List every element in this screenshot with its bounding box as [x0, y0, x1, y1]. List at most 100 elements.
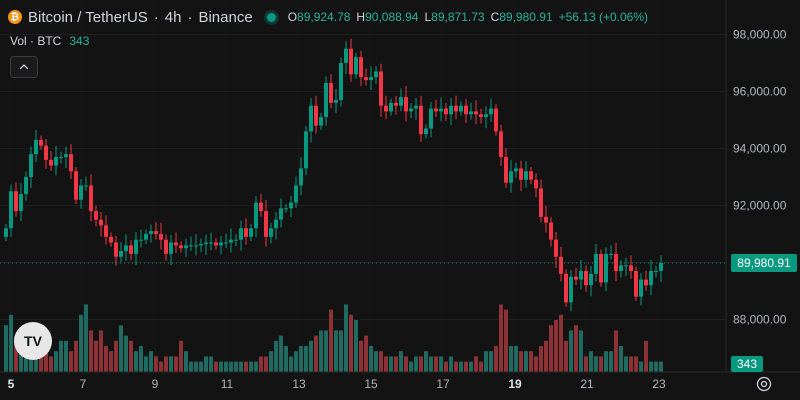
- candle-body: [299, 168, 303, 186]
- interval[interactable]: 4h: [164, 8, 182, 26]
- candle-body: [229, 239, 233, 243]
- candle-body: [209, 242, 213, 244]
- candle-body: [384, 105, 388, 112]
- volume-bar: [219, 361, 223, 372]
- candle-body: [89, 185, 93, 212]
- candle-body: [69, 154, 73, 172]
- volume-bar: [474, 356, 478, 372]
- volume-bar: [364, 335, 368, 372]
- candle-body: [649, 271, 653, 286]
- volume-bar: [464, 361, 468, 372]
- volume-bar: [14, 335, 18, 372]
- volume-legend[interactable]: Vol · BTC 343: [10, 34, 89, 48]
- candle-body: [569, 276, 573, 303]
- candle-body: [354, 57, 358, 75]
- candle-body: [319, 117, 323, 126]
- volume-bar: [394, 356, 398, 372]
- candle-body: [364, 77, 368, 81]
- candle-body: [499, 131, 503, 158]
- volume-bar: [84, 304, 88, 372]
- candle-body: [99, 219, 103, 226]
- volume-bar: [244, 361, 248, 372]
- candle-body: [204, 242, 208, 244]
- candle-body: [444, 108, 448, 115]
- volume-bar: [264, 356, 268, 372]
- open-value: 89,924.78: [297, 10, 351, 24]
- volume-bar: [314, 335, 318, 372]
- collapse-legend-button[interactable]: [10, 56, 38, 78]
- candle-body: [334, 100, 338, 103]
- candle-body: [14, 191, 18, 212]
- volume-bar: [329, 309, 333, 372]
- volume-bar: [199, 361, 203, 372]
- candle-body: [279, 208, 283, 220]
- candle-body: [584, 271, 588, 286]
- candle-body: [479, 114, 483, 118]
- candle-body: [29, 154, 33, 177]
- candle-body: [359, 57, 363, 78]
- volume-bar: [104, 346, 108, 372]
- volume-bar: [459, 361, 463, 372]
- candle-body: [214, 242, 218, 246]
- volume-bar: [379, 351, 383, 372]
- volume-bar: [119, 325, 123, 372]
- volume-bar: [74, 340, 78, 372]
- candle-body: [159, 233, 163, 240]
- volume-bar: [429, 356, 433, 372]
- time-tick-label: 15: [364, 377, 378, 391]
- candle-body: [64, 154, 68, 158]
- gear-icon[interactable]: [755, 375, 773, 393]
- candle-body: [464, 105, 468, 115]
- volume-bar: [384, 356, 388, 372]
- low-value: 89,871.73: [431, 10, 485, 24]
- candle-body: [119, 251, 123, 257]
- volume-bar: [49, 356, 53, 372]
- last-price-label: 89,980.91: [731, 254, 797, 272]
- tradingview-logo[interactable]: TV: [14, 322, 52, 360]
- volume-bar: [444, 361, 448, 372]
- price-axis: 88,000.0090,000.0092,000.0094,000.0096,0…: [733, 27, 787, 326]
- volume-bar: [614, 330, 618, 372]
- price-tick-label: 88,000.00: [733, 312, 787, 326]
- time-tick-label: 11: [221, 377, 234, 391]
- price-tick-label: 94,000.00: [733, 141, 787, 155]
- volume-bar: [154, 356, 158, 372]
- separator: ·: [187, 8, 193, 26]
- volume-bar: [194, 361, 198, 372]
- volume-bar: [69, 351, 73, 372]
- candle-body: [389, 102, 393, 112]
- candle-body: [599, 253, 603, 283]
- time-tick-label: 7: [80, 377, 87, 391]
- candle-body: [34, 139, 38, 155]
- volume-bar: [509, 346, 513, 372]
- volume-bar: [259, 356, 263, 372]
- volume-bar: [584, 356, 588, 372]
- exchange[interactable]: Binance: [198, 8, 253, 26]
- volume-bar: [489, 351, 493, 372]
- candle-body: [339, 62, 343, 101]
- candle-body: [104, 225, 108, 237]
- candle-body: [439, 108, 443, 112]
- market-status-dot[interactable]: [266, 12, 276, 22]
- volume-bar: [249, 361, 253, 372]
- volume-bar: [409, 361, 413, 372]
- volume-bar: [114, 340, 118, 372]
- volume-bar: [299, 346, 303, 372]
- candle-body: [39, 139, 43, 146]
- candle-body: [549, 222, 553, 240]
- chevron-up-icon: [19, 64, 29, 70]
- candle-body: [534, 179, 538, 189]
- candle-body: [259, 202, 263, 212]
- candle-body: [184, 245, 188, 249]
- candle-body: [19, 194, 23, 212]
- volume-bar: [624, 356, 628, 372]
- candle-body: [129, 245, 133, 254]
- volume-bar: [404, 356, 408, 372]
- price-tick-label: 98,000.00: [733, 27, 787, 41]
- volume-bar: [449, 356, 453, 372]
- pair-name[interactable]: Bitcoin / TetherUS: [28, 8, 148, 26]
- separator: ·: [153, 8, 159, 26]
- candle-body: [179, 245, 183, 249]
- grid: [0, 33, 726, 320]
